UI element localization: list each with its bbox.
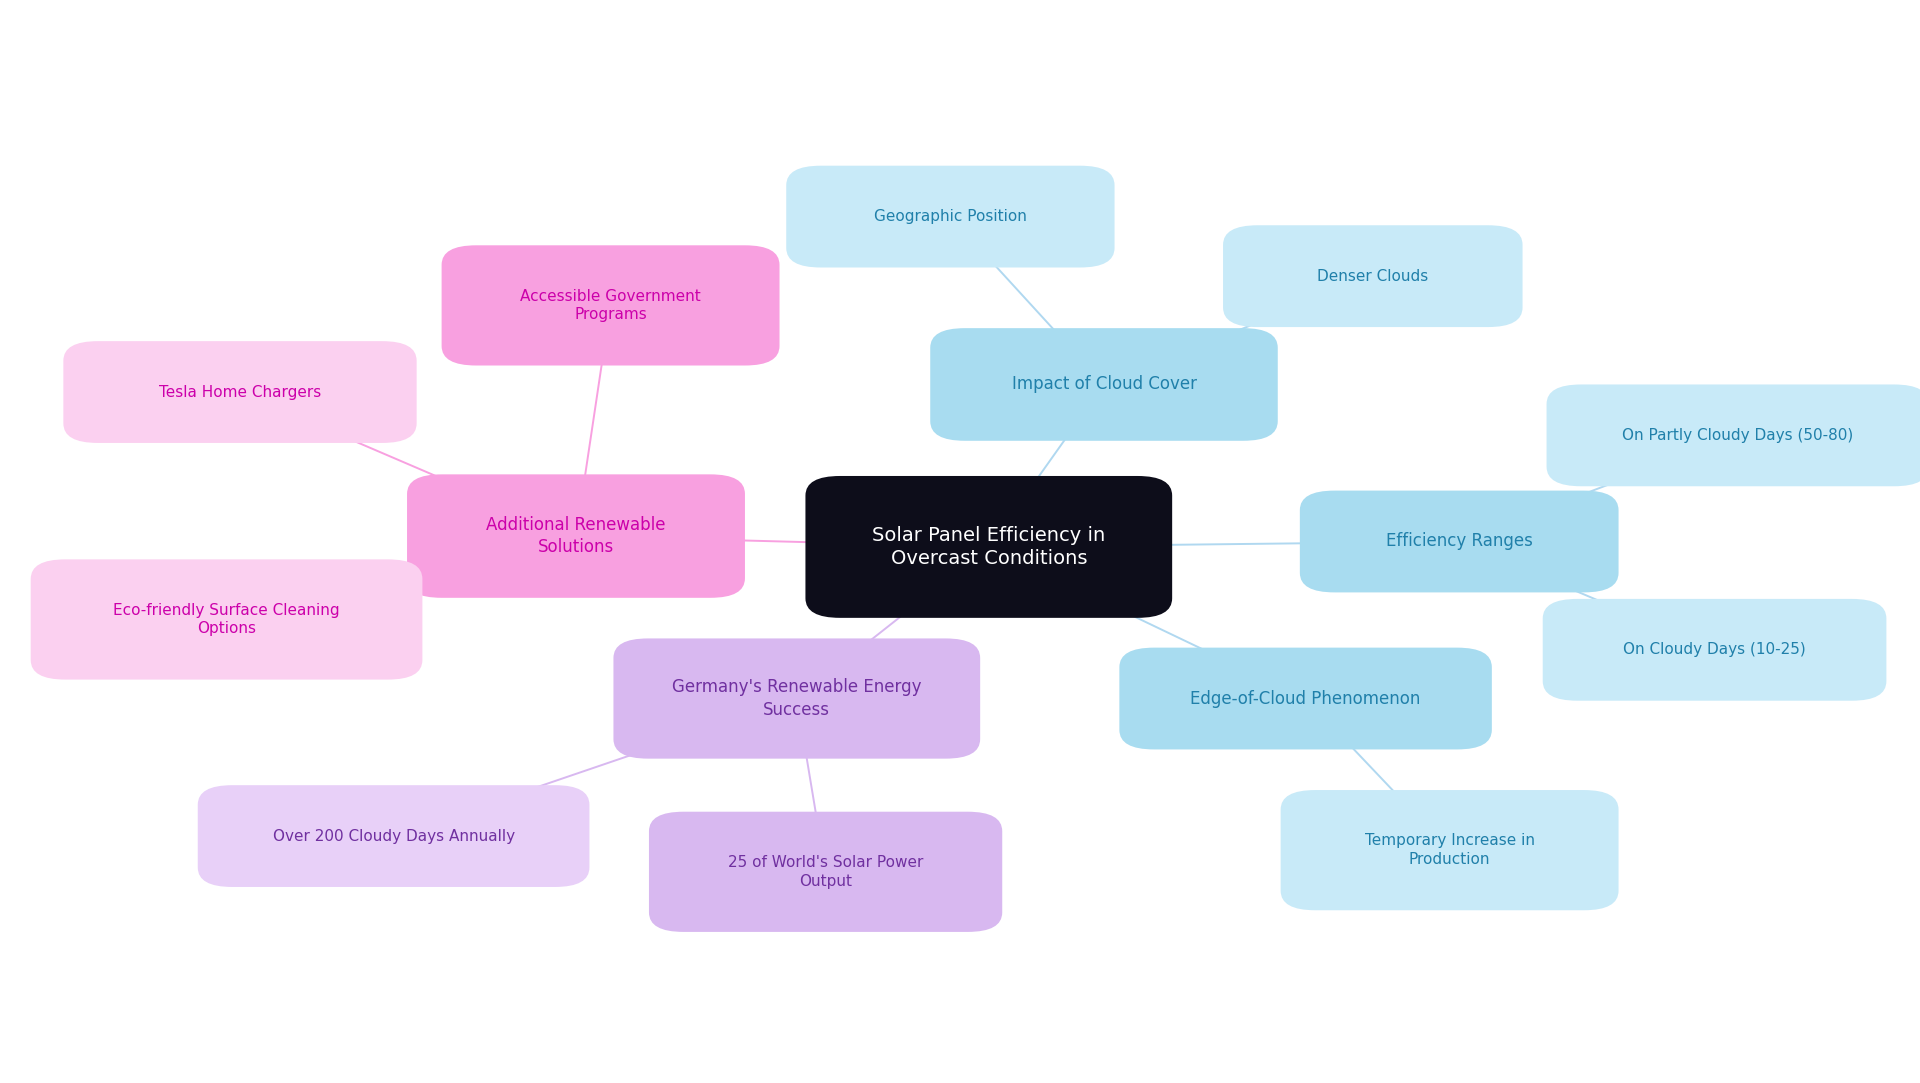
FancyBboxPatch shape <box>612 639 979 758</box>
Text: 25 of World's Solar Power
Output: 25 of World's Solar Power Output <box>728 854 924 889</box>
FancyBboxPatch shape <box>198 785 589 887</box>
FancyBboxPatch shape <box>1548 384 1920 486</box>
FancyBboxPatch shape <box>442 246 780 366</box>
FancyBboxPatch shape <box>1223 225 1523 327</box>
FancyBboxPatch shape <box>407 474 745 598</box>
Text: Efficiency Ranges: Efficiency Ranges <box>1386 533 1532 550</box>
Text: Tesla Home Chargers: Tesla Home Chargers <box>159 384 321 400</box>
FancyBboxPatch shape <box>31 559 422 680</box>
Text: Additional Renewable
Solutions: Additional Renewable Solutions <box>486 516 666 557</box>
FancyBboxPatch shape <box>649 812 1002 931</box>
Text: On Cloudy Days (10-25): On Cloudy Days (10-25) <box>1622 642 1807 657</box>
Text: Impact of Cloud Cover: Impact of Cloud Cover <box>1012 376 1196 393</box>
FancyBboxPatch shape <box>1544 599 1885 701</box>
FancyBboxPatch shape <box>63 341 417 443</box>
FancyBboxPatch shape <box>806 477 1171 617</box>
Text: Accessible Government
Programs: Accessible Government Programs <box>520 288 701 323</box>
FancyBboxPatch shape <box>929 328 1279 441</box>
Text: Temporary Increase in
Production: Temporary Increase in Production <box>1365 833 1534 867</box>
Text: Germany's Renewable Energy
Success: Germany's Renewable Energy Success <box>672 678 922 719</box>
Text: Over 200 Cloudy Days Annually: Over 200 Cloudy Days Annually <box>273 828 515 844</box>
Text: Eco-friendly Surface Cleaning
Options: Eco-friendly Surface Cleaning Options <box>113 602 340 637</box>
FancyBboxPatch shape <box>1281 791 1619 910</box>
Text: Solar Panel Efficiency in
Overcast Conditions: Solar Panel Efficiency in Overcast Condi… <box>872 525 1106 569</box>
Text: Edge-of-Cloud Phenomenon: Edge-of-Cloud Phenomenon <box>1190 690 1421 707</box>
FancyBboxPatch shape <box>1300 491 1619 592</box>
FancyBboxPatch shape <box>787 166 1114 268</box>
Text: Denser Clouds: Denser Clouds <box>1317 269 1428 284</box>
FancyBboxPatch shape <box>1119 648 1492 749</box>
Text: On Partly Cloudy Days (50-80): On Partly Cloudy Days (50-80) <box>1622 428 1853 443</box>
Text: Geographic Position: Geographic Position <box>874 209 1027 224</box>
